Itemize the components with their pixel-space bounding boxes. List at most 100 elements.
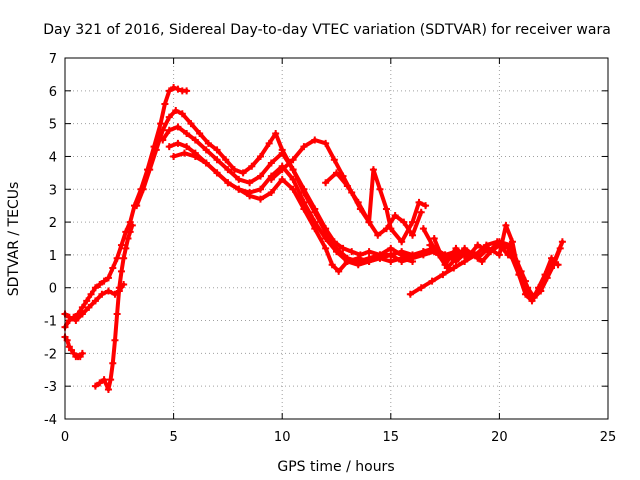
- data-point-marker: [235, 185, 243, 193]
- data-point-marker: [387, 225, 395, 233]
- data-point-marker: [165, 126, 173, 134]
- chart-title: Day 321 of 2016, Sidereal Day-to-day VTE…: [43, 22, 611, 38]
- data-point-marker: [417, 208, 425, 216]
- data-point-marker: [443, 264, 451, 272]
- data-point-marker: [376, 254, 384, 262]
- data-point-marker: [117, 267, 125, 275]
- data-point-marker: [521, 277, 529, 285]
- data-point-marker: [409, 218, 417, 226]
- data-point-marker: [289, 156, 297, 164]
- data-point-marker: [382, 205, 390, 213]
- x-tick-label: 20: [491, 430, 508, 445]
- data-series: [426, 241, 529, 285]
- data-series: [61, 280, 128, 325]
- data-point-marker: [183, 143, 191, 151]
- data-point-marker: [550, 261, 558, 269]
- data-point-marker: [452, 244, 460, 252]
- data-point-marker: [543, 274, 551, 282]
- data-point-marker: [165, 113, 173, 121]
- data-point-marker: [239, 169, 247, 177]
- data-point-marker: [83, 297, 91, 305]
- data-point-marker: [235, 175, 243, 183]
- data-point-marker: [111, 336, 119, 344]
- data-point-marker: [104, 287, 112, 295]
- data-point-marker: [109, 359, 117, 367]
- data-point-marker: [91, 382, 99, 390]
- data-point-marker: [354, 261, 362, 269]
- data-point-marker: [513, 257, 521, 265]
- y-tick-label: 2: [49, 216, 57, 231]
- data-point-marker: [474, 241, 482, 249]
- data-point-marker: [196, 129, 204, 137]
- data-point-marker: [398, 254, 406, 262]
- data-point-marker: [289, 185, 297, 193]
- data-point-marker: [87, 290, 95, 298]
- data-point-marker: [180, 149, 188, 157]
- data-point-marker: [300, 189, 308, 197]
- data-point-marker: [387, 251, 395, 259]
- data-point-marker: [117, 241, 125, 249]
- data-point-marker: [159, 136, 167, 144]
- data-point-marker: [133, 202, 141, 210]
- data-point-marker: [85, 303, 93, 311]
- data-point-marker: [374, 231, 382, 239]
- data-point-marker: [183, 129, 191, 137]
- data-point-marker: [126, 228, 134, 236]
- data-point-marker: [104, 385, 112, 393]
- y-axis-label: SDTVAR / TECUs: [6, 182, 22, 297]
- data-point-marker: [174, 85, 182, 93]
- data-point-marker: [461, 244, 469, 252]
- data-point-marker: [278, 166, 286, 174]
- y-tick-label: 0: [49, 282, 57, 297]
- y-tick-label: 6: [49, 85, 57, 100]
- data-point-marker: [439, 271, 447, 279]
- data-point-marker: [311, 208, 319, 216]
- data-point-marker: [278, 149, 286, 157]
- data-point-marker: [419, 251, 427, 259]
- x-tick-label: 25: [600, 430, 617, 445]
- data-point-marker: [339, 244, 347, 252]
- data-point-marker: [391, 212, 399, 220]
- data-point-marker: [487, 248, 495, 256]
- data-point-marker: [417, 284, 425, 292]
- data-point-marker: [343, 182, 351, 190]
- data-point-marker: [322, 139, 330, 147]
- data-point-marker: [369, 166, 377, 174]
- y-tick-label: -1: [44, 315, 57, 330]
- data-point-marker: [128, 221, 136, 229]
- data-point-marker: [365, 218, 373, 226]
- data-point-marker: [265, 139, 273, 147]
- data-point-marker: [157, 120, 165, 128]
- data-point-marker: [322, 244, 330, 252]
- data-point-marker: [104, 274, 112, 282]
- data-traces: [61, 84, 566, 393]
- data-point-marker: [409, 231, 417, 239]
- data-point-marker: [365, 248, 373, 256]
- data-series: [322, 166, 430, 246]
- data-point-marker: [504, 251, 512, 259]
- data-point-marker: [174, 123, 182, 131]
- data-point-marker: [230, 166, 238, 174]
- data-point-marker: [311, 225, 319, 233]
- data-point-marker: [537, 287, 545, 295]
- data-series: [170, 149, 417, 275]
- data-point-marker: [222, 156, 230, 164]
- data-point-marker: [267, 189, 275, 197]
- data-point-marker: [98, 290, 106, 298]
- series-trace: [134, 108, 426, 257]
- data-point-marker: [100, 376, 108, 384]
- data-point-marker: [322, 235, 330, 242]
- data-point-marker: [78, 303, 86, 311]
- data-point-marker: [300, 205, 308, 213]
- data-point-marker: [406, 290, 414, 298]
- x-tick-label: 10: [274, 430, 291, 445]
- data-point-marker: [506, 241, 514, 249]
- data-point-marker: [213, 156, 221, 164]
- y-tick-label: -3: [44, 380, 57, 395]
- data-point-marker: [289, 175, 297, 183]
- data-point-marker: [256, 152, 264, 160]
- data-point-marker: [426, 241, 434, 249]
- data-point-marker: [548, 254, 556, 262]
- data-point-marker: [248, 162, 256, 170]
